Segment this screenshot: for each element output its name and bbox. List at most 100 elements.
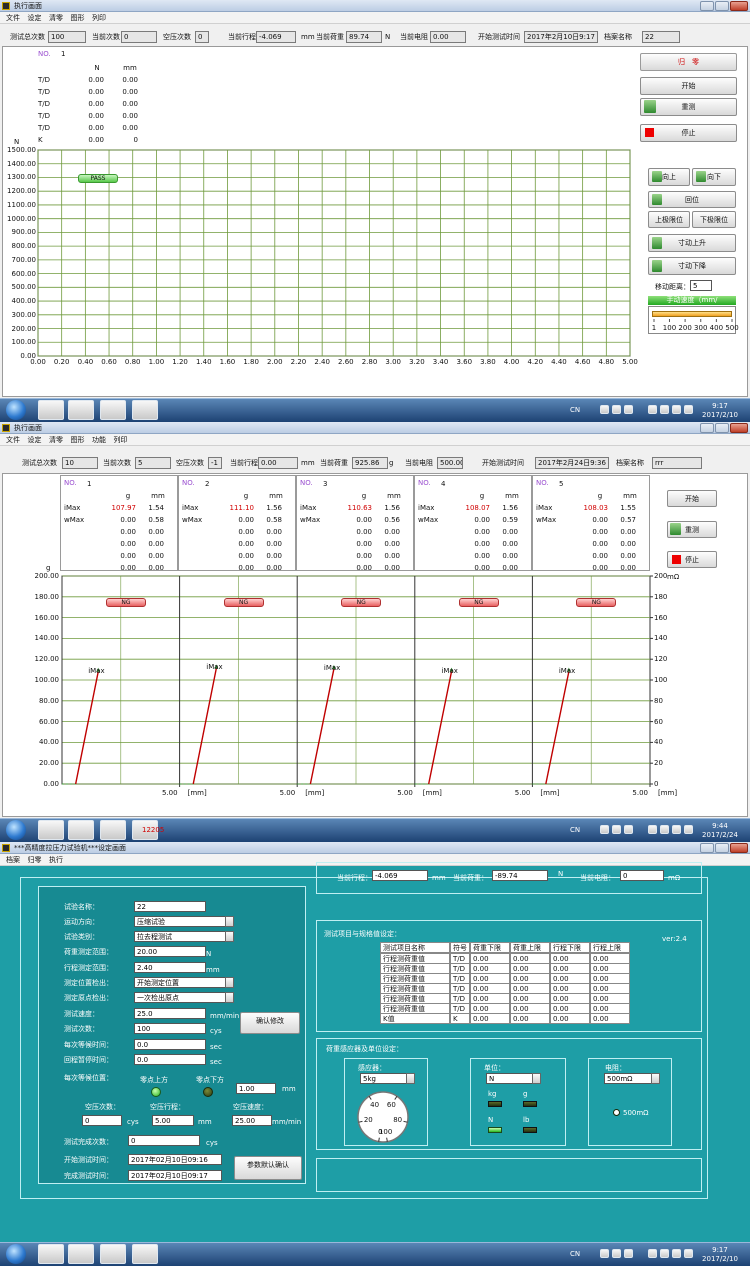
cell-value: 0.00 <box>384 564 400 572</box>
field-label: 测试完成次数： <box>64 1138 113 1146</box>
cell-value: 1.56 <box>266 504 282 512</box>
cell-value: 0.00 <box>148 552 164 560</box>
cell-value: 0.00 <box>120 540 136 548</box>
menu-item[interactable]: 归零 <box>27 856 42 864</box>
cell-value: 0.00 <box>122 100 138 108</box>
stop-icon <box>672 555 681 564</box>
button[interactable]: 上极限位 <box>648 211 690 228</box>
row-label: wMax <box>300 516 321 524</box>
button[interactable]: 开始 <box>640 77 737 95</box>
status-label: 当前电阻 <box>405 459 433 467</box>
menu-item[interactable]: 列印 <box>92 14 106 22</box>
cell-value: 1.56 <box>502 504 518 512</box>
button[interactable]: 参数默认确认 <box>234 1156 302 1180</box>
menu-item[interactable]: 设定 <box>27 14 42 22</box>
menu-item[interactable]: 设定 <box>27 436 42 444</box>
resistance-group <box>588 1058 672 1146</box>
window-title: 执行画面 <box>14 424 42 432</box>
status-unit: N <box>385 33 391 41</box>
button[interactable]: 重测 <box>640 98 737 116</box>
maximize-button <box>715 1 729 11</box>
column-header: mm <box>505 492 519 500</box>
radio[interactable] <box>613 1109 620 1116</box>
cell-value: 0.00 <box>356 516 372 524</box>
reading-value: 0 <box>620 870 664 881</box>
field-input: 25.00 <box>232 1115 272 1126</box>
tray-icon <box>660 825 669 834</box>
menu-item[interactable]: 功能 <box>92 436 106 444</box>
column-header: mm <box>269 492 283 500</box>
cell-value: 0.00 <box>474 552 490 560</box>
menu-item[interactable]: 图形 <box>70 436 85 444</box>
status-label: 档案名称 <box>604 33 632 41</box>
column-header: g <box>125 492 131 500</box>
button[interactable]: 寸动下降 <box>648 257 736 275</box>
result-panel <box>414 475 532 571</box>
column-header: g <box>243 492 249 500</box>
x-tick-label: 0.40 <box>77 358 94 366</box>
button[interactable]: 下极限位 <box>692 211 736 228</box>
menu-item[interactable]: 清零 <box>49 436 63 444</box>
panel-no: 1 <box>87 480 92 488</box>
y2-tick-label: 100 <box>654 676 668 684</box>
y-tick-label: 80.00 <box>38 696 59 705</box>
field-unit: mm/min <box>272 1118 302 1126</box>
y-tick-label: 1400.00 <box>7 159 36 168</box>
row-label: iMax <box>64 504 81 512</box>
tray-icon <box>684 405 693 414</box>
button[interactable]: 停止 <box>640 124 737 142</box>
menu-item[interactable]: 执行 <box>49 856 63 864</box>
cell-value: 0.00 <box>502 564 518 572</box>
tray-icon <box>672 405 681 414</box>
spec-panel <box>316 920 702 1032</box>
field-label: 感应器： <box>358 1064 386 1072</box>
menu-item[interactable]: 文件 <box>6 14 20 22</box>
menu-item[interactable]: 图形 <box>70 14 85 22</box>
cell-value: 0.00 <box>592 552 608 560</box>
button[interactable]: 归 零 <box>640 53 737 71</box>
tray-icon <box>612 1249 621 1258</box>
menu-item[interactable]: 列印 <box>113 436 128 444</box>
input-language: CN <box>570 826 581 834</box>
button[interactable]: 寸动上升 <box>648 234 736 252</box>
menu-item[interactable]: 档案 <box>6 856 20 864</box>
maximize-button <box>715 843 729 853</box>
cell-value: 0.00 <box>502 528 518 536</box>
x-axis-label: [mm] <box>422 789 442 797</box>
status-label: 当前行程 <box>228 33 256 41</box>
field-input: 开始测定位置 <box>134 977 234 988</box>
reading-label: 当前电阻： <box>580 874 615 882</box>
row-label: wMax <box>418 516 439 524</box>
row-label: iMax <box>300 504 317 512</box>
slider-tick-label: 500 <box>725 324 739 332</box>
field-label: 电阻： <box>605 1064 626 1072</box>
app-icon <box>2 2 10 10</box>
menu-item[interactable]: 清零 <box>49 14 63 22</box>
y-tick-label: 140.00 <box>34 634 60 643</box>
y-tick-label: 0.00 <box>43 780 59 788</box>
table-header: 行程上限 <box>590 942 630 953</box>
tray-icon <box>648 825 657 834</box>
button[interactable]: 回位 <box>648 191 736 208</box>
x-tick-label: 4.80 <box>598 358 615 366</box>
x-tick-label: 5.00 <box>622 358 638 366</box>
y-tick-label: 200.00 <box>34 572 60 580</box>
reading-value: -89.74 <box>492 870 548 881</box>
table-cell: 0.00 <box>510 1013 550 1024</box>
y-tick-label: 20.00 <box>38 759 59 768</box>
button[interactable]: 确认修改 <box>240 1012 300 1034</box>
minimize-button <box>700 843 714 853</box>
cell-value: 0.00 <box>88 136 104 144</box>
status-value: 0 <box>195 31 209 43</box>
led-below <box>203 1087 213 1097</box>
tray-icon <box>600 405 609 414</box>
menu-item[interactable]: 文件 <box>6 436 20 444</box>
y2-tick-label: 120 <box>654 655 668 664</box>
cell-value: 0.00 <box>88 100 104 108</box>
cell-value: 0.00 <box>502 552 518 560</box>
y-tick-label: 40.00 <box>38 738 59 747</box>
button[interactable]: 开始 <box>667 490 717 507</box>
y2-tick-label: 40 <box>654 738 663 747</box>
taskbar-app <box>100 400 126 420</box>
move-distance-label: 移动距离： <box>655 283 690 291</box>
